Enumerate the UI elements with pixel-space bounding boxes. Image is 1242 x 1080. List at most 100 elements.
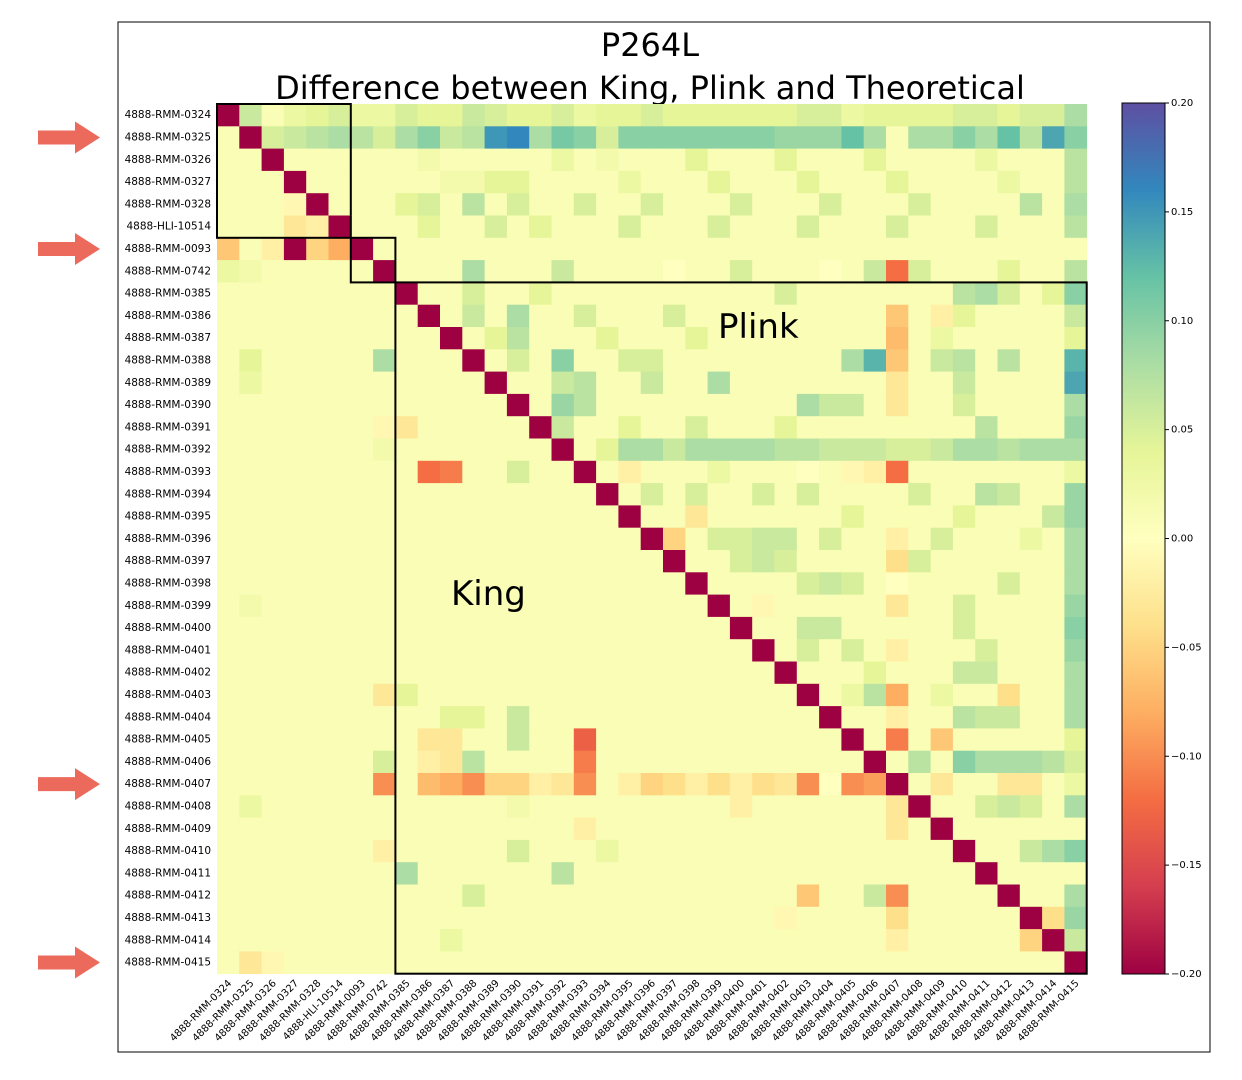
heatmap-cell: [952, 550, 976, 573]
heatmap-cell: [217, 148, 240, 172]
heatmap-cell: [707, 260, 731, 283]
heatmap-cell: [596, 550, 619, 573]
heatmap-cell: [373, 639, 396, 662]
heatmap-cell: [796, 639, 820, 662]
heatmap-cell: [685, 438, 708, 462]
heatmap-cell: [618, 416, 642, 439]
heatmap-cell: [417, 148, 441, 172]
row-label: 4888-RMM-0389: [125, 377, 211, 389]
heatmap-cell: [596, 773, 619, 796]
heatmap-cell: [685, 639, 708, 662]
heatmap-cell: [908, 304, 931, 328]
heatmap-cell: [484, 193, 508, 216]
heatmap-cell: [685, 393, 708, 417]
heatmap-cell: [997, 327, 1021, 350]
heatmap-cell: [261, 728, 285, 752]
heatmap-cell: [975, 282, 998, 306]
heatmap-cell: [997, 661, 1021, 685]
heatmap-cell: [752, 728, 775, 752]
heatmap-cell: [796, 572, 820, 595]
heatmap-cell: [484, 438, 508, 462]
heatmap-cell: [618, 527, 642, 551]
heatmap-cell: [373, 483, 396, 506]
heatmap-cell: [462, 929, 485, 952]
heatmap-cell: [417, 104, 441, 127]
heatmap-cell: [975, 929, 998, 952]
heatmap-cell: [886, 527, 909, 551]
heatmap-cell: [573, 839, 597, 863]
heatmap-cell: [863, 884, 887, 908]
heatmap-cell: [841, 327, 865, 350]
heatmap-cell: [395, 304, 419, 328]
heatmap-cell: [841, 862, 865, 885]
highlight-arrow-icon: [38, 946, 100, 979]
colorbar: [1121, 102, 1166, 975]
heatmap-cell: [1064, 728, 1088, 752]
heatmap-cell: [930, 906, 954, 930]
heatmap-cell: [462, 951, 485, 975]
heatmap-cell: [796, 304, 820, 328]
heatmap-cell: [618, 237, 642, 261]
row-label: 4888-RMM-0415: [125, 957, 211, 969]
heatmap-cell: [819, 773, 842, 796]
heatmap-cell: [886, 951, 909, 975]
heatmap-cell: [841, 661, 865, 685]
heatmap-cell: [395, 393, 419, 417]
heatmap-cell: [975, 327, 998, 350]
heatmap-cell: [239, 505, 262, 529]
heatmap-cell: [685, 661, 708, 685]
heatmap-cell: [506, 416, 530, 439]
column-labels: 4888-RMM-03244888-RMM-03254888-RMM-03264…: [168, 978, 1081, 1044]
heatmap-cell: [707, 639, 731, 662]
heatmap-cell: [796, 215, 820, 239]
heatmap-cell: [462, 393, 485, 417]
heatmap-cell: [863, 505, 887, 529]
heatmap-cell: [573, 483, 597, 506]
heatmap-cell: [952, 460, 976, 484]
heatmap-cell: [930, 683, 954, 707]
heatmap-cell: [306, 126, 329, 149]
heatmap-cell: [484, 527, 508, 551]
heatmap-cell: [685, 349, 708, 372]
heatmap-cell: [484, 594, 508, 618]
heatmap-cell: [707, 706, 731, 729]
heatmap-cell: [529, 327, 552, 350]
heatmap-cell: [707, 884, 731, 908]
heatmap-cell: [484, 505, 508, 529]
heatmap-cell: [886, 817, 909, 841]
heatmap-cell: [239, 773, 262, 796]
heatmap-cell: [373, 282, 396, 306]
heatmap-cell: [796, 327, 820, 350]
heatmap-cell: [217, 929, 240, 952]
heatmap-cell: [886, 929, 909, 952]
heatmap-cell: [350, 661, 374, 685]
heatmap-cell: [886, 616, 909, 640]
heatmap-cell: [596, 282, 619, 306]
heatmap-cell: [640, 505, 664, 529]
heatmap-cell: [618, 282, 642, 306]
heatmap-cell: [1042, 750, 1065, 774]
heatmap-cell: [975, 683, 998, 707]
heatmap-cell: [707, 349, 731, 372]
heatmap-cell: [306, 371, 329, 395]
heatmap-cell: [261, 839, 285, 863]
heatmap-cell: [997, 349, 1021, 372]
heatmap-cell: [774, 371, 798, 395]
heatmap-cell: [863, 148, 887, 172]
heatmap-cell: [863, 728, 887, 752]
heatmap-cell: [596, 371, 619, 395]
heatmap-cell: [417, 550, 441, 573]
heatmap-cell: [484, 237, 508, 261]
heatmap-cell: [819, 817, 842, 841]
heatmap-cell: [596, 572, 619, 595]
heatmap-cell: [283, 728, 307, 752]
heatmap-cell: [1064, 527, 1088, 551]
heatmap-cell: [975, 616, 998, 640]
heatmap-cell: [663, 728, 686, 752]
heatmap-cell: [975, 215, 998, 239]
heatmap-cell: [841, 795, 865, 818]
heatmap-cell: [640, 750, 664, 774]
heatmap-cell: [440, 527, 463, 551]
heatmap-cell: [618, 483, 642, 506]
heatmap-cell: [886, 906, 909, 930]
